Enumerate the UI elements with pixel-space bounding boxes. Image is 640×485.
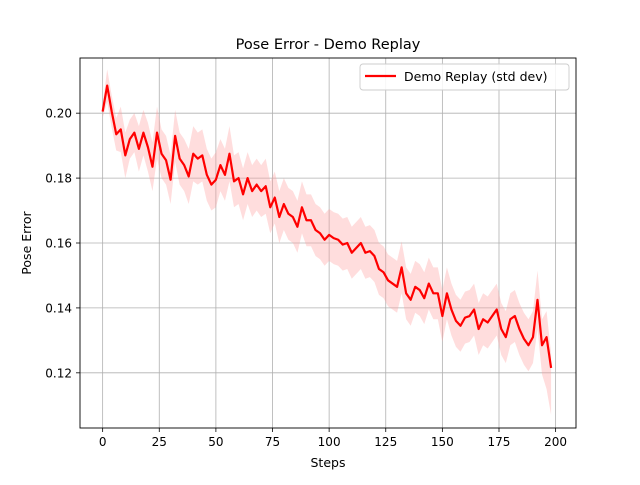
x-tick-label: 175 [488, 435, 511, 449]
chart-title: Pose Error - Demo Replay [236, 37, 421, 53]
x-tick-label: 150 [431, 435, 454, 449]
x-axis-label: Steps [311, 455, 346, 470]
series-line-layer [101, 84, 553, 369]
std-dev-band-layer [102, 69, 552, 416]
y-tick-label: 0.14 [45, 301, 72, 315]
y-tick-label: 0.16 [45, 237, 72, 251]
y-axis-label: Pose Error [19, 210, 34, 274]
grid-layer [80, 58, 576, 428]
x-axis-ticks: 0 25 50 75 100 125 150 175 200 [99, 428, 567, 449]
x-tick-label: 100 [318, 435, 341, 449]
x-tick-label: 0 [99, 435, 107, 449]
series-line-demo-replay [101, 84, 553, 369]
legend-box [359, 63, 570, 91]
x-tick-label: 200 [544, 435, 567, 449]
x-tick-label: 25 [152, 435, 167, 449]
std-dev-band [102, 69, 552, 416]
y-axis-ticks: 0.12 0.14 0.16 0.18 0.20 [45, 107, 80, 380]
y-tick-label: 0.12 [45, 366, 72, 380]
x-tick-label: 125 [374, 435, 397, 449]
y-tick-label: 0.20 [45, 107, 72, 121]
y-tick-label: 0.18 [45, 172, 72, 186]
legend: Demo Replay (std dev) [359, 63, 570, 91]
x-tick-label: 75 [265, 435, 280, 449]
legend-entry-label: Demo Replay (std dev) [404, 69, 547, 84]
x-tick-label: 50 [208, 435, 223, 449]
